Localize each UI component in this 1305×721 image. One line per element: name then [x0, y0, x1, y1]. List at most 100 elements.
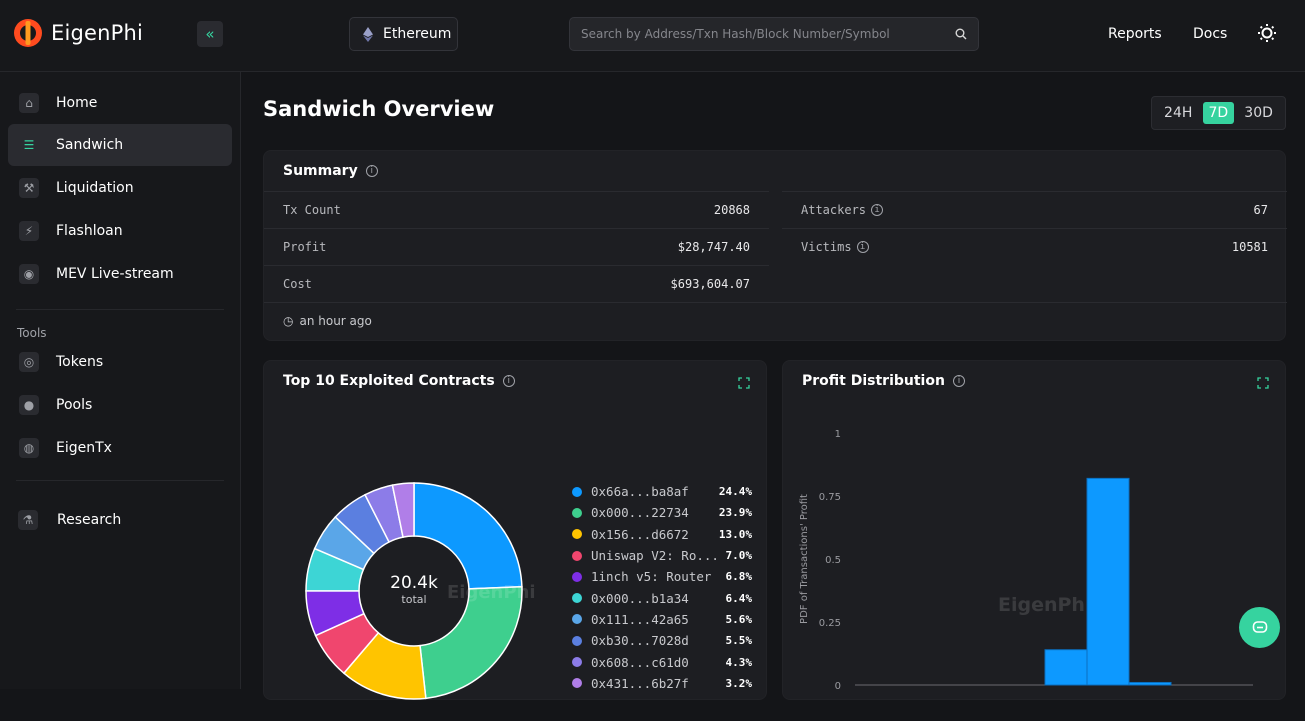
sidebar-item-flashloan[interactable]: ⚡ Flashloan — [8, 210, 232, 252]
sun-icon[interactable] — [1257, 23, 1277, 43]
logo[interactable]: EigenPhi — [13, 18, 143, 48]
watermark: EigenPhi — [447, 582, 536, 603]
legend-color-dot — [572, 486, 582, 497]
watermark: EigenPhi — [998, 594, 1091, 616]
chat-button[interactable] — [1239, 607, 1280, 648]
legend-item[interactable]: 0xb30...7028d 5.5% — [572, 630, 752, 651]
eigentx-icon: ◍ — [19, 438, 39, 458]
legend-name: 0xb30...7028d — [591, 633, 689, 649]
search-icon[interactable] — [955, 28, 967, 40]
donut-total-label: total — [401, 593, 427, 606]
legend-color-dot — [572, 550, 582, 561]
legend-item[interactable]: 0x66a...ba8af 24.4% — [572, 481, 752, 502]
home-icon: ⌂ — [19, 93, 39, 113]
sidebar-item-tokens[interactable]: ◎ Tokens — [8, 341, 232, 383]
clock-icon: ◷ — [283, 314, 294, 328]
summary-value: 20868 — [713, 203, 750, 217]
app-name: EigenPhi — [51, 21, 144, 45]
legend-item[interactable]: 0x000...b1a34 6.4% — [572, 587, 752, 608]
summary-row-profit: Profit $28,747.40 — [264, 228, 769, 265]
summary-label: Attackers i — [801, 203, 884, 217]
pool-icon: ● — [19, 395, 39, 415]
range-7d[interactable]: 7D — [1202, 102, 1235, 124]
legend-name: 1inch v5: Router — [591, 569, 712, 585]
summary-label: Profit — [283, 240, 327, 254]
ethereum-icon — [363, 26, 373, 42]
legend-item[interactable]: 0x431...6b27f 3.2% — [572, 673, 752, 694]
page-title: Sandwich Overview — [263, 97, 495, 121]
legend-percent: 6.8% — [725, 570, 753, 584]
sidebar: ⌂ Home ☰ Sandwich ⚒ Liquidation ⚡ Flashl… — [0, 72, 241, 689]
donut-slice[interactable] — [413, 482, 523, 590]
microscope-icon: ⚗ — [18, 510, 38, 530]
chain-label: Ethereum — [383, 26, 452, 42]
donut-slice[interactable] — [391, 482, 415, 538]
sidebar-item-liquidation[interactable]: ⚒ Liquidation — [8, 167, 232, 209]
y-axis-label: PDF of Transactions' Profit — [799, 494, 810, 624]
search-bar[interactable] — [569, 17, 979, 51]
summary-value: $28,747.40 — [677, 240, 750, 254]
sidebar-item-label: Research — [57, 512, 122, 528]
info-icon[interactable]: i — [365, 165, 378, 177]
legend-item[interactable]: 0x111...42a65 5.6% — [572, 609, 752, 630]
info-icon[interactable]: i — [952, 375, 965, 387]
summary-row-cost: Cost $693,604.07 — [264, 265, 769, 302]
legend-percent: 6.4% — [725, 591, 753, 605]
legend-name: 0x000...b1a34 — [591, 590, 689, 606]
expand-icon[interactable] — [1257, 377, 1269, 389]
legend-name: Uniswap V2: Ro... — [591, 548, 719, 564]
legend-item[interactable]: 0x000...22734 23.9% — [572, 502, 752, 523]
legend-name: 0x111...42a65 — [591, 611, 689, 627]
sidebar-item-research[interactable]: ⚗ Research — [8, 499, 232, 541]
time-range-selector: 24H 7D 30D — [1151, 96, 1286, 130]
nav-docs[interactable]: Docs — [1193, 26, 1228, 42]
info-icon[interactable]: i — [871, 204, 884, 216]
summary-label: Tx Count — [283, 203, 341, 217]
legend-name: 0x431...6b27f — [591, 675, 689, 691]
summary-row-attackers: Attackers i 67 — [782, 191, 1287, 228]
nav-reports[interactable]: Reports — [1108, 26, 1162, 42]
sidebar-item-home[interactable]: ⌂ Home — [8, 82, 232, 124]
info-icon[interactable]: i — [502, 375, 515, 387]
legend-color-dot — [572, 614, 582, 625]
sidebar-item-label: Home — [56, 95, 98, 111]
legend-item[interactable]: 1inch v5: Router 6.8% — [572, 566, 752, 587]
sidebar-item-mev-live-stream[interactable]: ◉ MEV Live-stream — [8, 253, 232, 295]
range-24h[interactable]: 24H — [1164, 105, 1193, 121]
search-input[interactable] — [581, 27, 955, 41]
summary-row-tx-count: Tx Count 20868 — [264, 191, 769, 228]
range-30d[interactable]: 30D — [1244, 105, 1273, 121]
sidebar-item-label: MEV Live-stream — [56, 266, 174, 282]
gavel-icon: ⚒ — [19, 178, 39, 198]
sidebar-item-label: Tokens — [56, 354, 104, 370]
profit-distribution-card: Profit Distribution i 0 0.25 0.5 0.75 1 PDF o… — [782, 360, 1286, 700]
profit-distribution-title: Profit Distribution i — [802, 373, 965, 389]
chat-icon — [1252, 620, 1267, 633]
top-contracts-title-text: Top 10 Exploited Contracts — [283, 373, 495, 389]
coin-icon: ◎ — [19, 352, 39, 372]
y-tick-label: 0.75 — [819, 492, 841, 503]
victims-label: Victims — [801, 240, 852, 254]
legend-color-dot — [572, 507, 582, 518]
donut-legend: 0x66a...ba8af 24.4% 0x000...22734 23.9% 0x15… — [572, 481, 752, 694]
collapse-sidebar-button[interactable]: « — [197, 21, 223, 47]
y-tick-label: 0.5 — [825, 555, 841, 566]
sidebar-item-eigentx[interactable]: ◍ EigenTx — [8, 427, 232, 469]
legend-percent: 23.9% — [718, 506, 752, 520]
sidebar-item-sandwich[interactable]: ☰ Sandwich — [8, 124, 232, 166]
legend-item[interactable]: Uniswap V2: Ro... 7.0% — [572, 545, 752, 566]
legend-percent: 24.4% — [718, 485, 752, 499]
legend-item[interactable]: 0x608...c61d0 4.3% — [572, 651, 752, 672]
sidebar-item-label: Sandwich — [56, 137, 124, 153]
legend-name: 0x608...c61d0 — [591, 654, 689, 670]
legend-name: 0x66a...ba8af — [591, 484, 689, 500]
stream-icon: ◉ — [19, 264, 39, 284]
legend-item[interactable]: 0x156...d6672 13.0% — [572, 524, 752, 545]
summary-label: Cost — [283, 277, 312, 291]
sidebar-item-pools[interactable]: ● Pools — [8, 384, 232, 426]
expand-icon[interactable] — [738, 377, 750, 389]
chain-selector[interactable]: Ethereum — [349, 17, 458, 51]
sandwich-icon: ☰ — [23, 138, 35, 152]
info-icon[interactable]: i — [856, 241, 869, 253]
histogram-bar — [1086, 477, 1130, 686]
